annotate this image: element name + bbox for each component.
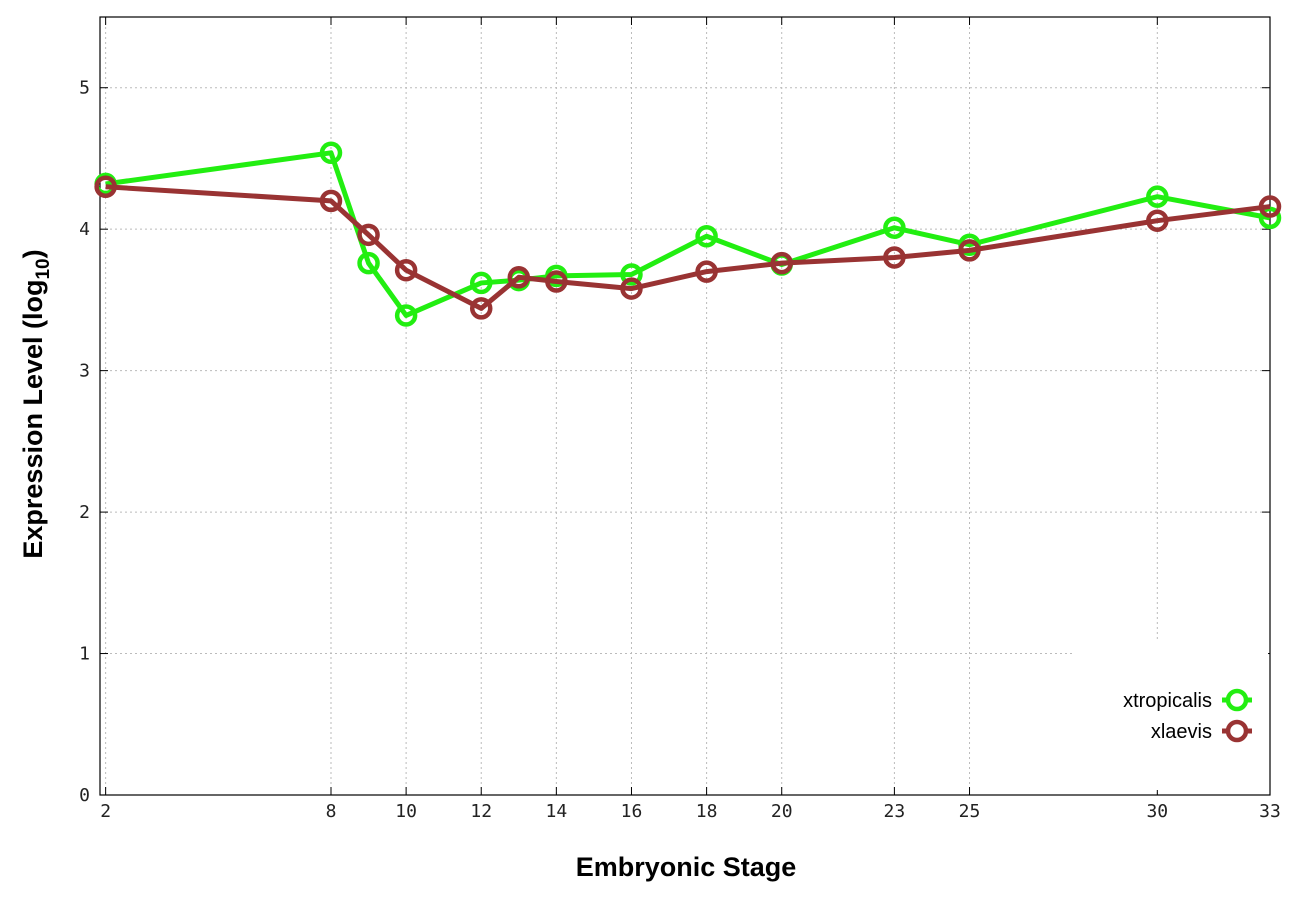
y-axis-title-close: ) xyxy=(18,249,48,258)
data-point-xtropicalis xyxy=(319,141,343,165)
x-tick-label: 8 xyxy=(326,801,337,822)
data-point-xlaevis xyxy=(357,223,380,247)
x-tick-label: 23 xyxy=(884,801,906,822)
data-point-xlaevis xyxy=(1258,195,1282,218)
legend-marker-xlaevis xyxy=(1225,719,1249,743)
data-point-xlaevis xyxy=(94,175,117,198)
legend-marker-xtropicalis xyxy=(1225,688,1249,712)
x-tick-label: 25 xyxy=(959,801,981,822)
plot-frame xyxy=(99,16,1271,796)
data-point-xlaevis xyxy=(469,297,493,320)
data-point-xtropicalis xyxy=(394,304,418,327)
data-point-xlaevis xyxy=(1146,209,1169,232)
legend-label-xlaevis: xlaevis xyxy=(1151,721,1212,743)
data-point-xtropicalis xyxy=(357,251,380,275)
data-point-xlaevis xyxy=(695,260,718,283)
series-line-xtropicalis xyxy=(105,150,1271,318)
data-point-xlaevis xyxy=(770,251,793,275)
x-tick-label: 12 xyxy=(470,801,492,822)
data-point-xlaevis xyxy=(958,239,981,262)
data-point-xlaevis xyxy=(545,270,568,293)
data-point-xtropicalis xyxy=(695,225,718,248)
x-tick-label: 14 xyxy=(546,801,568,822)
x-tick-label: 16 xyxy=(621,801,643,822)
x-axis-title: Embryonic Stage xyxy=(576,852,797,882)
data-point-xtropicalis xyxy=(469,271,493,295)
x-tick-label: 30 xyxy=(1146,801,1168,822)
y-tick-label: 3 xyxy=(79,361,90,382)
legend: xtropicalis xlaevis xyxy=(1072,640,1268,790)
y-axis-title: Expression Level (log10) xyxy=(18,249,54,558)
data-point-xlaevis xyxy=(394,258,418,282)
y-tick-label: 5 xyxy=(79,78,90,99)
y-tick-label: 2 xyxy=(79,502,90,523)
legend-label-xtropicalis: xtropicalis xyxy=(1123,690,1212,712)
x-tick-label: 20 xyxy=(771,801,793,822)
series-layer xyxy=(94,141,1282,327)
data-point-xtropicalis xyxy=(883,216,906,240)
y-tick-label: 4 xyxy=(79,219,90,240)
x-tick-label: 33 xyxy=(1259,801,1281,822)
data-point-xtropicalis xyxy=(1146,185,1169,208)
x-tick-label: 2 xyxy=(100,801,111,822)
data-point-xlaevis xyxy=(883,246,906,269)
x-tick-label: 10 xyxy=(395,801,417,822)
y-axis-title-main: Expression Level (log xyxy=(18,280,48,559)
data-point-xtropicalis xyxy=(620,263,643,286)
y-tick-label: 1 xyxy=(79,644,90,665)
y-tick-label: 0 xyxy=(79,785,90,806)
data-point-xlaevis xyxy=(507,266,531,289)
x-tick-label: 18 xyxy=(696,801,718,822)
data-point-xlaevis xyxy=(319,189,343,213)
data-point-xlaevis xyxy=(620,277,643,300)
y-axis-title-subscript: 10 xyxy=(33,258,54,279)
legend-background xyxy=(1072,640,1268,790)
